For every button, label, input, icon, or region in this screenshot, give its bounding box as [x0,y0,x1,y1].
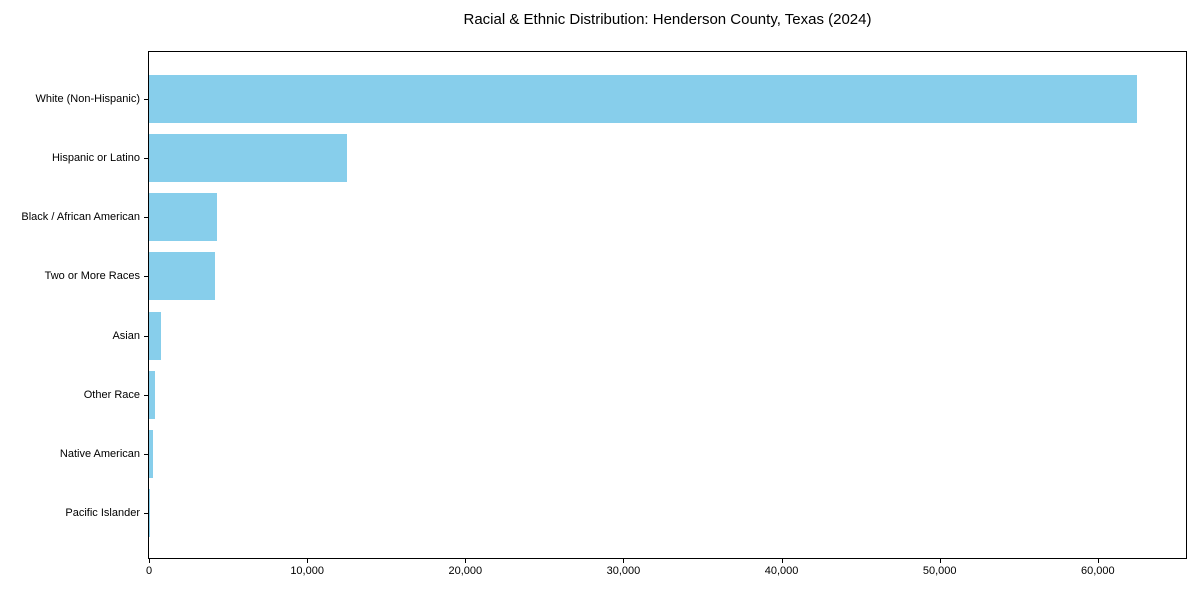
y-tick-label: Other Race [83,388,140,401]
x-axis-tick [465,558,467,563]
bar [149,429,153,478]
y-axis-tick [144,453,149,455]
bar [149,252,215,301]
y-axis-tick [144,217,149,219]
x-axis-tick [939,558,941,563]
y-axis-tick [144,99,149,100]
y-axis-tick [144,394,149,396]
y-tick-label: Hispanic or Latino [51,152,140,165]
y-tick-label: White (Non-Hispanic) [35,93,140,105]
y-axis-tick [144,276,149,278]
x-axis-tick [1097,558,1099,563]
bar [149,134,347,183]
x-axis-tick [307,558,309,563]
x-tick-label: 0 [145,565,153,577]
y-tick-label: Native American [59,447,140,460]
bar [149,370,155,419]
x-tick-label: 60,000 [1081,565,1115,577]
bar [149,489,150,537]
x-tick-label: 40,000 [764,565,799,577]
plot-area: White (Non-Hispanic) Hispanic or Latino Bl… [21,51,1187,577]
bar [149,193,217,242]
bar [149,75,1138,123]
x-tick-label: 10,000 [290,565,324,577]
y-tick-label: Asian [112,329,140,342]
x-tick-label: 20,000 [448,565,483,577]
y-axis-tick [144,335,149,337]
y-tick-label: Two or More Races [44,270,140,283]
y-axis-tick [144,158,149,160]
y-axis-tick [144,513,149,514]
y-tick-label: Pacific Islander [65,507,140,519]
chart-title: Racial & Ethnic Distribution: Henderson … [463,11,872,28]
x-axis-tick [623,558,625,563]
x-tick-label: 30,000 [606,565,641,577]
x-axis-tick [149,558,150,563]
bar [149,311,161,360]
y-tick-label: Black / African American [21,211,140,224]
x-tick-label: 50,000 [922,565,957,577]
x-axis-tick [781,558,783,563]
